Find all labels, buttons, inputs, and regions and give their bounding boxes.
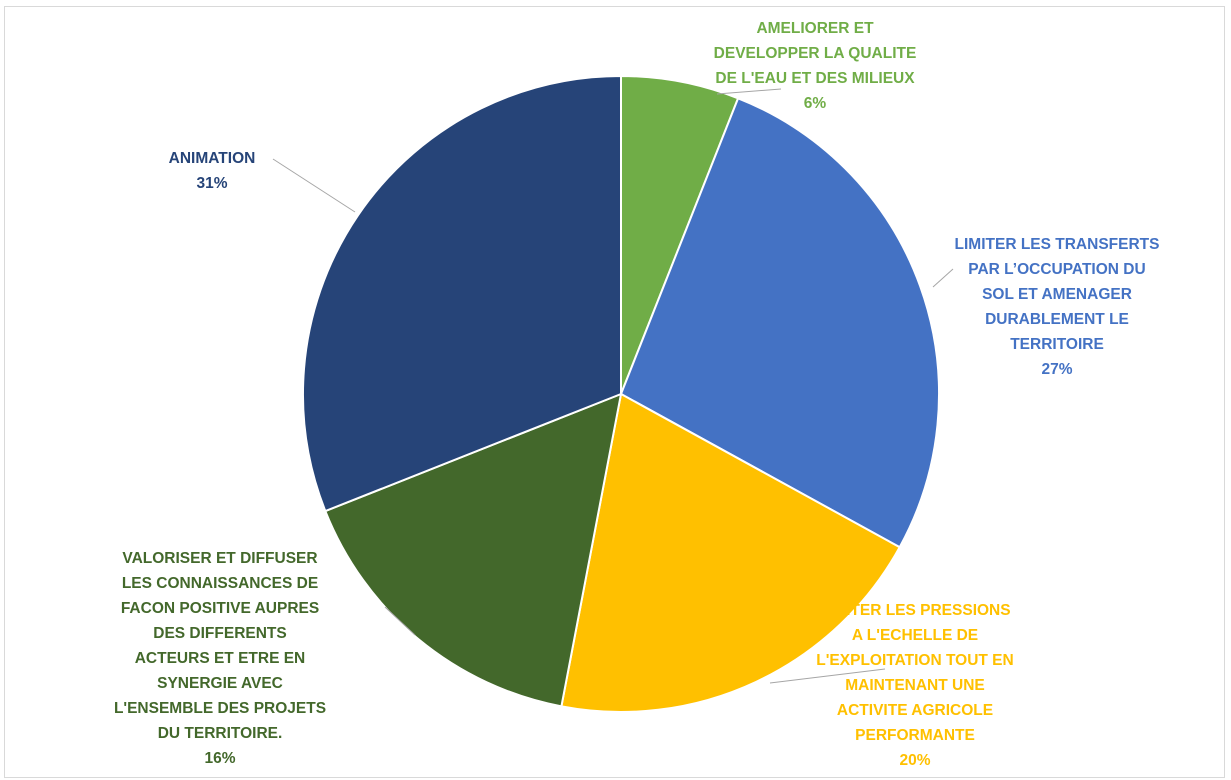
- slice-label-line: PAR L’OCCUPATION DU: [968, 261, 1145, 278]
- leader-line-1: [716, 88, 782, 95]
- slice-label-2: LIMITER LES TRANSFERTS PAR L’OCCUPATION D…: [955, 236, 1160, 378]
- slice-label-line: TERRITOIRE: [1010, 336, 1104, 353]
- slice-percent-label: 27%: [1041, 361, 1072, 378]
- slice-label-4: VALORISER ET DIFFUSER LES CONNAISSANCES D…: [114, 550, 326, 767]
- slice-label-line: AMELIORER ET: [756, 20, 874, 37]
- slice-label-line: LIMITER LES PRESSIONS: [819, 602, 1010, 619]
- slice-label-line: SYNERGIE AVEC: [157, 675, 283, 692]
- slice-percent-label: 6%: [804, 95, 827, 112]
- slice-label-line: ACTEURS ET ETRE EN: [135, 650, 306, 667]
- slice-label-line: DU TERRITOIRE.: [158, 725, 283, 742]
- slice-label-line: ANIMATION: [169, 150, 256, 167]
- slice-label-line: MAINTENANT UNE: [845, 677, 985, 694]
- slice-label-1: AMELIORER ET DEVELOPPER LA QUALITE DE L'EA…: [714, 20, 917, 112]
- slice-label-line: DEVELOPPER LA QUALITE: [714, 45, 917, 62]
- slice-label-line: L'ENSEMBLE DES PROJETS: [114, 700, 326, 717]
- slice-label-line: A L'ECHELLE DE: [852, 627, 978, 644]
- pie-slice-5: [302, 74, 622, 513]
- chart-area: AMELIORER ET DEVELOPPER LA QUALITE DE L'EA…: [4, 6, 1225, 778]
- slice-label-line: LIMITER LES TRANSFERTS: [955, 236, 1160, 253]
- slice-label-line: DURABLEMENT LE: [985, 311, 1129, 328]
- pie-slice-1: [620, 74, 740, 395]
- slice-percent-label: 16%: [204, 750, 235, 767]
- leader-line-4: [384, 606, 416, 636]
- slice-label-line: L'EXPLOITATION TOUT EN: [816, 652, 1013, 669]
- slice-label-line: DE L'EAU ET DES MILIEUX: [715, 70, 915, 87]
- slice-percent-label: 31%: [196, 175, 227, 192]
- pie-slice-2: [619, 97, 941, 549]
- leader-line-3: [769, 668, 886, 684]
- slice-label-5: ANIMATION 31%: [169, 150, 256, 192]
- slice-label-line: FACON POSITIVE AUPRES: [121, 600, 319, 617]
- leader-line-2: [932, 268, 954, 288]
- slice-label-line: PERFORMANTE: [855, 727, 975, 744]
- slice-label-line: VALORISER ET DIFFUSER: [122, 550, 317, 567]
- slice-label-line: DES DIFFERENTS: [153, 625, 286, 642]
- pie-chart: AMELIORER ET DEVELOPPER LA QUALITE DE L'EA…: [114, 20, 1160, 769]
- leader-line-5: [272, 158, 356, 213]
- slice-label-3: LIMITER LES PRESSIONS A L'ECHELLE DE L'EXP…: [816, 602, 1013, 769]
- slice-label-line: ACTIVITE AGRICOLE: [837, 702, 993, 719]
- pie-slice-3: [560, 392, 902, 714]
- slice-percent-label: 20%: [899, 752, 930, 769]
- pie-slice-4: [324, 392, 623, 708]
- slice-label-line: LES CONNAISSANCES DE: [122, 575, 318, 592]
- slice-label-line: SOL ET AMENAGER: [982, 286, 1132, 303]
